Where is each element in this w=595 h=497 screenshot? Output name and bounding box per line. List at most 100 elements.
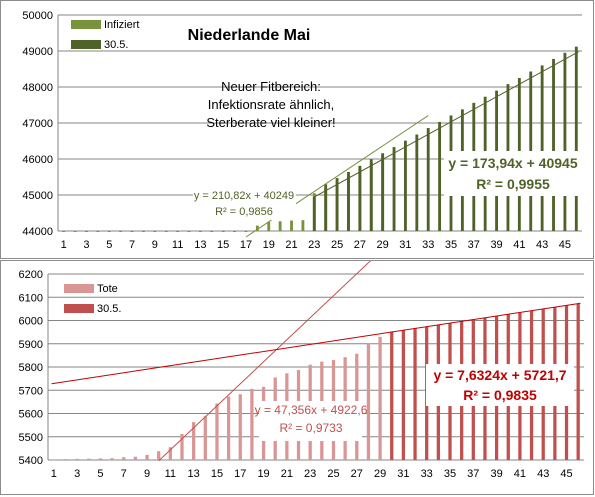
y-tick-label: 5900 [19, 339, 43, 351]
bar-1 [378, 336, 382, 460]
x-tick-label: 25 [327, 468, 339, 480]
x-tick-label: 29 [374, 468, 386, 480]
bar-1 [290, 220, 293, 231]
bar-1 [187, 231, 191, 232]
bar-1 [107, 231, 111, 232]
chart-top-panel: 44000 45000 46000 47000 48000 49000 50000 1 3 5 7 9… [0, 0, 594, 259]
x-tick-label: 1 [51, 468, 57, 480]
x-tick-label: 43 [537, 468, 549, 480]
trendline-r-squared: R² = 0,9835 [463, 387, 537, 403]
x-tick-label: 3 [83, 239, 89, 251]
bar-2 [426, 128, 430, 231]
x-tick-label: 33 [421, 468, 433, 480]
x-tick-label: 45 [560, 468, 572, 480]
bar-1 [85, 231, 88, 232]
bar-1 [62, 231, 66, 232]
y-tick-label: 45000 [22, 190, 53, 202]
x-tick-label: 45 [559, 239, 571, 251]
bar-1 [267, 222, 271, 231]
x-tick-label: 27 [354, 239, 366, 251]
bar-1 [168, 447, 172, 460]
y-tick-label: 5700 [19, 385, 43, 397]
legend-swatch [71, 40, 101, 49]
trendline-equation: y = 47,356x + 4922,6 [255, 403, 368, 417]
x-tick-label: 11 [172, 239, 183, 251]
y-tick-label: 6100 [19, 292, 43, 304]
trendline-label-box [444, 151, 582, 196]
bar-2 [401, 330, 406, 460]
bar-1 [73, 231, 77, 232]
x-tick-label: 31 [399, 239, 411, 251]
bar-2 [540, 65, 544, 232]
x-tick-label: 33 [422, 239, 434, 251]
bar-1 [133, 456, 138, 460]
trendline-equation: y = 7,6324x + 5721,7 [433, 367, 566, 383]
bar-2 [438, 121, 442, 231]
bar-1 [255, 225, 259, 231]
bar-1 [215, 403, 219, 460]
bar-1 [157, 451, 161, 460]
bar-1 [221, 231, 225, 232]
x-tick-label: 23 [304, 468, 316, 480]
bar-2 [369, 159, 373, 231]
x-tick-label: 15 [211, 468, 223, 480]
bar-1 [98, 458, 103, 460]
bar-1 [198, 231, 202, 232]
bar-1 [250, 388, 254, 460]
legend-label: Infiziert [104, 19, 139, 31]
trendline [158, 261, 371, 462]
bar-2 [413, 328, 417, 460]
bar-2 [324, 184, 328, 231]
x-tick-label: 9 [152, 239, 158, 251]
bar-2 [358, 165, 362, 231]
bar-2 [576, 303, 580, 460]
x-tick-label: 41 [513, 239, 525, 251]
x-tick-label: 21 [285, 239, 297, 251]
chart-bottom-panel: 5400 5500 5600 5700 5800 5900 6000 6100 6200 1 3 5 7… [0, 260, 594, 495]
bar-2 [390, 331, 394, 460]
bar-1 [366, 343, 371, 460]
bar-1 [130, 231, 134, 232]
bar-1 [233, 231, 236, 232]
bar-1 [238, 394, 242, 460]
x-tick-label: 35 [444, 468, 456, 480]
y-tick-label: 5500 [19, 432, 43, 444]
bar-2 [404, 140, 407, 231]
bar-2 [563, 52, 567, 231]
trendline-equation: y = 173,94x + 40945 [448, 155, 577, 171]
x-tick-label: 19 [263, 239, 275, 251]
bar-1 [192, 422, 196, 460]
y-tick-label: 48000 [22, 82, 53, 94]
x-tick-label: 25 [331, 239, 343, 251]
bar-2 [381, 153, 385, 231]
y-tick-label: 49000 [22, 46, 53, 58]
bar-1 [52, 459, 56, 461]
x-tick-label: 7 [129, 239, 135, 251]
y-tick-label: 46000 [22, 154, 53, 166]
bar-1 [153, 231, 157, 232]
x-tick-label: 5 [97, 468, 103, 480]
y-tick-label: 47000 [22, 118, 53, 130]
bar-2 [552, 58, 555, 231]
bar-1 [87, 458, 91, 460]
bar-1 [226, 396, 231, 460]
trendline-r-squared: R² = 0,9856 [215, 206, 273, 218]
annotation-text: Infektionsrate ähnlich, [208, 97, 334, 112]
bar-1 [164, 231, 168, 232]
trendline-r-squared: R² = 0,9733 [279, 421, 342, 435]
bar-2 [392, 147, 396, 231]
bar-2 [347, 171, 350, 231]
y-tick-label: 5400 [19, 455, 43, 467]
x-tick-label: 9 [144, 468, 150, 480]
legend-label: 30.5. [97, 303, 121, 315]
x-tick-label: 35 [445, 239, 457, 251]
trendline-label-box [426, 364, 574, 406]
trendline-label-box [193, 187, 296, 220]
x-tick-label: 21 [281, 468, 293, 480]
bar-2 [335, 178, 339, 231]
y-tick-label: 44000 [22, 226, 53, 238]
trendline-label-box [259, 401, 362, 441]
x-tick-label: 31 [397, 468, 409, 480]
